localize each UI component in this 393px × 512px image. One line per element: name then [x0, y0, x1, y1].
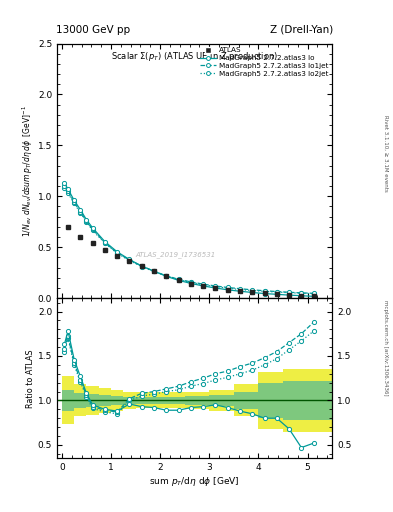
Text: 13000 GeV pp: 13000 GeV pp	[56, 25, 130, 35]
Y-axis label: Ratio to ATLAS: Ratio to ATLAS	[26, 349, 35, 408]
Text: mcplots.cern.ch [arXiv:1306.3436]: mcplots.cern.ch [arXiv:1306.3436]	[383, 301, 388, 396]
Y-axis label: $1/N_{ev}$ $dN_{ev}/dsum\,p_T/d\eta\,d\phi$  [GeV]$^{-1}$: $1/N_{ev}$ $dN_{ev}/dsum\,p_T/d\eta\,d\p…	[20, 105, 35, 237]
X-axis label: sum $p_T$/d$\eta$ d$\phi$ [GeV]: sum $p_T$/d$\eta$ d$\phi$ [GeV]	[149, 475, 240, 488]
Text: ATLAS_2019_I1736531: ATLAS_2019_I1736531	[135, 251, 215, 258]
Text: Scalar $\Sigma(p_T)$ (ATLAS UE in Z production): Scalar $\Sigma(p_T)$ (ATLAS UE in Z prod…	[111, 50, 278, 63]
Legend: ATLAS, MadGraph5 2.7.2.atlas3 lo, MadGraph5 2.7.2.atlas3 lo1jet, MadGraph5 2.7.2: ATLAS, MadGraph5 2.7.2.atlas3 lo, MadGra…	[199, 46, 330, 78]
Text: Rivet 3.1.10, ≥ 3.1M events: Rivet 3.1.10, ≥ 3.1M events	[383, 115, 388, 192]
Text: Z (Drell-Yan): Z (Drell-Yan)	[270, 25, 333, 35]
